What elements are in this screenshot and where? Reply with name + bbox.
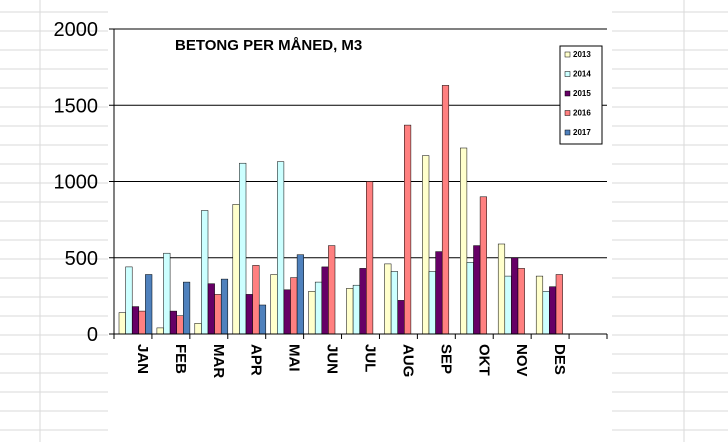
bar-2016-apr [252, 265, 260, 335]
x-tick-label-okt: OKT [475, 344, 492, 376]
bar-2015-nov [511, 257, 519, 335]
bar-2013-des [535, 275, 544, 335]
bar-2017-apr [258, 304, 267, 335]
bar-2013-sep [422, 155, 430, 335]
bar-2014-jun [314, 281, 323, 335]
y-tick-label: 0 [87, 324, 98, 346]
legend-swatch-2016 [564, 110, 571, 116]
x-tick-label-des: DES [551, 344, 568, 375]
bar-2013-okt [460, 147, 468, 335]
legend-label-2016: 2016 [573, 109, 591, 118]
bar-2016-aug [404, 124, 412, 335]
bar-2014-jul [352, 284, 360, 335]
bar-2013-jul [346, 288, 354, 335]
bar-2014-mar [201, 210, 209, 335]
bar-2014-jan [125, 266, 133, 335]
legend-swatch-2017 [564, 129, 571, 136]
bar-2015-sep [435, 251, 443, 335]
bar-2015-des [549, 286, 557, 335]
bar-2013-mai [270, 274, 278, 335]
x-tick-label-sep: SEP [437, 344, 454, 374]
x-tick-labels: JAN FEB MAR APR MAI JUN JUL AUG SEP OKT NOV DES [134, 344, 568, 378]
x-tick-label-mar: MAR [210, 344, 227, 378]
y-tick-label: 2000 [54, 19, 99, 41]
bar-2015-okt [473, 245, 481, 335]
axes [109, 28, 608, 339]
bar-2013-mar [194, 323, 202, 335]
bar-2014-apr [239, 162, 247, 335]
bar-2013-jun [308, 291, 316, 335]
bar-2014-aug [390, 271, 398, 335]
x-tick-label-jun: JUN [324, 344, 341, 374]
bar-2013-apr [232, 204, 240, 335]
legend-label-2017: 2017 [573, 128, 591, 137]
bar-2015-apr [245, 294, 253, 335]
bar-2015-feb [169, 310, 177, 335]
chart-area-background [108, 0, 612, 442]
bar-2015-jun [321, 266, 329, 335]
bar-2013-feb [156, 327, 164, 335]
bar-2016-feb [176, 315, 184, 335]
legend-swatch-2014 [564, 71, 571, 77]
legend-label-2014: 2014 [573, 70, 591, 79]
bar-2016-jul [366, 181, 374, 335]
bar-2016-jan [138, 310, 146, 335]
bar-2014-des [542, 291, 550, 335]
bar-2015-mai [283, 289, 291, 335]
bar-2017-mai [296, 254, 304, 335]
bar-2014-feb [163, 252, 171, 335]
bar-2013-jan [118, 312, 126, 335]
bar-2016-jun [328, 245, 336, 335]
bar-2015-jul [359, 268, 367, 335]
legend-swatch-2013 [564, 51, 571, 58]
legend-label-2013: 2013 [573, 50, 591, 59]
bar-2015-mar [207, 283, 215, 335]
bar-2016-mai [290, 277, 298, 335]
bar-2017-jan [145, 274, 153, 335]
bar-2014-sep [428, 271, 436, 335]
bar-2017-feb [183, 281, 191, 335]
y-tick-labels: 0 500 1000 1500 2000 [54, 19, 99, 346]
bar-2016-sep [441, 85, 450, 335]
x-tick-label-feb: FEB [172, 344, 189, 374]
bar-2016-des [555, 274, 563, 335]
legend: 2013 2014 2015 2016 2017 [559, 45, 603, 145]
bar-2014-okt [466, 262, 474, 335]
bar-2014-mai [277, 161, 285, 335]
chart-title: BETONG PER MÅNED, M3 [175, 37, 362, 54]
bar-2013-aug [384, 263, 392, 335]
bar-2015-jan [131, 306, 140, 335]
x-tick-label-aug: AUG [399, 344, 416, 377]
bar-2013-nov [497, 243, 506, 335]
x-tick-label-apr: APR [248, 344, 265, 376]
y-tick-label: 500 [65, 248, 98, 270]
bar-2014-nov [504, 275, 512, 335]
bar-2016-nov [517, 268, 525, 335]
bar-2016-mar [214, 294, 222, 335]
y-tick-label: 1000 [54, 172, 99, 194]
y-tick-label: 1500 [54, 95, 99, 117]
bar-2016-okt [479, 196, 487, 335]
x-tick-label-mai: MAI [286, 344, 303, 372]
x-tick-label-jul: JUL [362, 344, 379, 372]
gridlines [114, 28, 607, 259]
bar-2015-aug [397, 300, 405, 335]
legend-label-2015: 2015 [573, 89, 591, 98]
bars [118, 85, 563, 335]
x-tick-label-nov: NOV [513, 344, 530, 377]
bar-2017-mar [220, 278, 229, 335]
legend-swatch-2015 [564, 90, 571, 97]
x-tick-label-jan: JAN [134, 344, 151, 374]
